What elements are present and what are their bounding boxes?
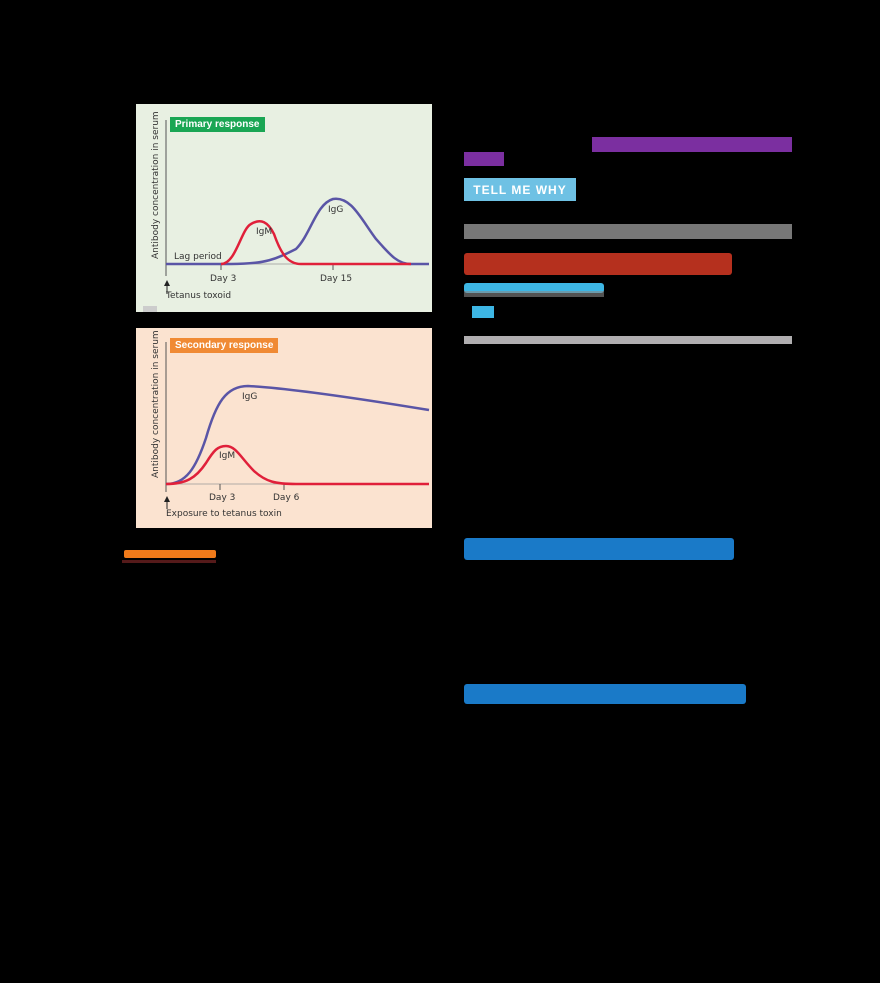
primary-response-chart: Lag period IgM IgG Day 3 Day 15 Tetanus … (151, 111, 429, 301)
tick-day3: Day 3 (210, 274, 236, 284)
igg-label: IgG (242, 392, 257, 402)
igm-label: IgM (219, 451, 235, 461)
blue-badge (472, 306, 494, 318)
purple-highlight-bar (592, 137, 792, 152)
blue-heading-active-block (464, 538, 734, 560)
tick-day3: Day 3 (209, 493, 235, 503)
blue-subheading-bar (464, 283, 604, 293)
purple-highlight-small (464, 152, 504, 166)
secondary-response-chart: IgG IgM Day 3 Day 6 Exposure to tetanus … (151, 330, 430, 519)
tetanus-toxoid-label: Tetanus toxoid (165, 291, 231, 301)
tick-day6: Day 6 (273, 493, 300, 503)
figure-caption-underline (122, 560, 216, 563)
primary-response-tag: Primary response (170, 117, 265, 132)
secondary-response-figure: IgG IgM Day 3 Day 6 Exposure to tetanus … (136, 328, 432, 528)
grey-divider-bar (464, 224, 792, 239)
tell-me-why-button[interactable]: TELL ME WHY (464, 178, 576, 201)
secondary-response-tag: Secondary response (170, 338, 279, 353)
exposure-label: Exposure to tetanus toxin (166, 509, 282, 519)
red-heading-block (464, 253, 732, 275)
heading-naturally-acquired-active-immunity: Naturally Acquired Active Immunity (464, 538, 734, 560)
light-grey-bar (464, 336, 792, 344)
figure-marker (143, 306, 157, 312)
y-axis-label: Antibody concentration in serum (151, 111, 161, 259)
heading-types-of-acquired-immunity: Types of Acquired Immunity (464, 253, 732, 275)
lag-period-label: Lag period (174, 252, 222, 262)
blue-subheading-shadow (464, 291, 604, 297)
igg-label: IgG (328, 205, 343, 215)
primary-response-figure: Lag period IgM IgG Day 3 Day 15 Tetanus … (136, 104, 432, 312)
heading-naturally-acquired-passive-immunity: Naturally Acquired Passive Immunity (464, 684, 746, 704)
blue-heading-passive-block (464, 684, 746, 704)
y-axis-label: Antibody concentration in serum (151, 330, 161, 478)
figure-caption-bar (124, 550, 216, 558)
igm-label: IgM (256, 227, 272, 237)
tick-day15: Day 15 (320, 274, 352, 284)
